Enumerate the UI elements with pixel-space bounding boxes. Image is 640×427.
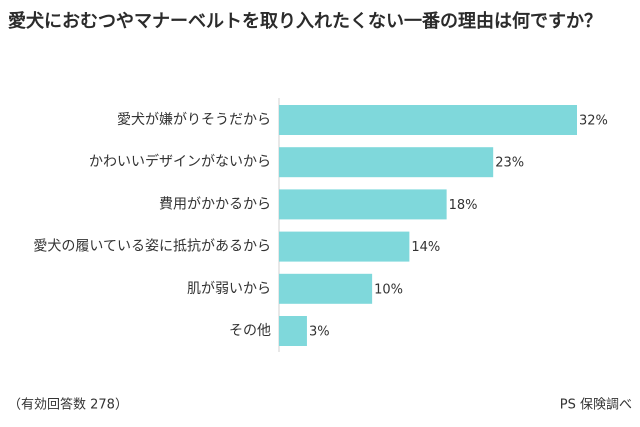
value-label: 32% bbox=[579, 114, 608, 129]
source: PS 保険調べ bbox=[560, 398, 632, 413]
bar bbox=[279, 273, 373, 304]
bar bbox=[279, 316, 307, 346]
bar bbox=[279, 105, 577, 135]
value-label: 18% bbox=[449, 198, 478, 213]
category-label: 愛犬の履いている姿に抵抗があるから bbox=[33, 239, 271, 255]
category-label: 肌が弱いから bbox=[187, 281, 271, 297]
value-label: 3% bbox=[309, 325, 330, 340]
value-label: 14% bbox=[411, 240, 440, 255]
note: （有効回答数 278） bbox=[8, 397, 128, 413]
category-label: その他 bbox=[229, 323, 271, 339]
bar bbox=[279, 231, 410, 262]
chart-title: 愛犬におむつやマナーベルトを取り入れたくない一番の理由は何ですか？ bbox=[8, 10, 602, 32]
category-label: かわいいデザインがないから bbox=[89, 153, 271, 170]
category-label: 愛犬が嫌がりそうだから bbox=[117, 112, 271, 128]
bar bbox=[279, 189, 447, 220]
value-label: 10% bbox=[374, 282, 403, 297]
bar bbox=[279, 147, 494, 178]
category-label: 費用がかかるから bbox=[159, 196, 271, 212]
value-label: 23% bbox=[495, 156, 524, 171]
